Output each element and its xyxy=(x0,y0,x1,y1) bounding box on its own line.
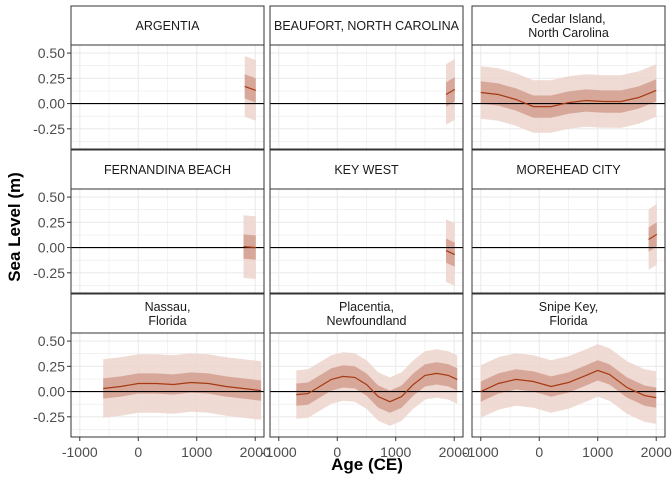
y-tick-label: -0.25 xyxy=(33,409,65,425)
mean-sea-level-line xyxy=(244,85,257,91)
facet-panel: BEAUFORT, NORTH CAROLINA xyxy=(269,5,464,150)
facet-strip xyxy=(70,5,265,46)
inner-uncertainty-band xyxy=(103,372,262,401)
facet-panel: ARGENTIA xyxy=(70,5,265,150)
panel-border xyxy=(269,188,464,294)
y-tick-label: -0.25 xyxy=(33,265,65,281)
facet-title: Snipe Key, xyxy=(539,300,599,314)
facet-strip xyxy=(269,293,464,334)
panel-border xyxy=(70,188,265,294)
y-axis: -0.25 0.00 0.25 0.50 -0.25 0.00 0.25 0.50 -0.25 0… xyxy=(33,45,71,425)
y-tick-label: 0.25 xyxy=(38,70,65,86)
x-tick-label: 1000 xyxy=(380,444,411,460)
facet-panel: Snipe Key,Florida xyxy=(471,293,666,438)
panel-data xyxy=(71,56,264,121)
x-axis-title: Age (CE) xyxy=(331,455,403,474)
panel-data xyxy=(472,344,665,424)
y-axis-title: Sea Level (m) xyxy=(5,172,24,282)
facet-title: MOREHEAD CITY xyxy=(516,163,621,177)
panel-border xyxy=(471,188,666,294)
facet-strip xyxy=(471,149,666,190)
mean-sea-level-line xyxy=(445,250,456,256)
inner-uncertainty-band xyxy=(480,360,657,408)
y-tick-label: 0.50 xyxy=(38,45,65,61)
facet-panel: Nassau,Florida xyxy=(70,293,265,438)
x-axis: -1000 0 1000 2000-1000 0 1000 2000-1000 0 1000 20… xyxy=(62,437,672,460)
y-tick-label: 0.00 xyxy=(38,240,65,256)
panels-layer: ARGENTIA BEAUFORT, NORTH CAROLINA Cedar Is… xyxy=(70,5,666,438)
panel-border xyxy=(70,44,265,150)
mean-sea-level-line xyxy=(445,88,456,96)
panel-border xyxy=(269,332,464,438)
y-tick-label: 0.00 xyxy=(38,384,65,400)
facet-panel: Placentia,Newfoundland xyxy=(269,293,464,438)
facet-title: Florida xyxy=(148,314,186,328)
mean-sea-level-line xyxy=(296,372,458,403)
mean-sea-level-line xyxy=(480,369,657,399)
facet-title: Cedar Island, xyxy=(531,12,605,26)
facet-panel: Cedar Island,North Carolina xyxy=(471,5,666,150)
x-tick-label: 2000 xyxy=(439,444,470,460)
x-tick-label: 2000 xyxy=(240,444,271,460)
y-tick-label: 0.00 xyxy=(38,96,65,112)
x-tick-label: 0 xyxy=(535,444,543,460)
x-tick-label: -1000 xyxy=(261,444,297,460)
mean-sea-level-line xyxy=(103,381,262,392)
panel-data xyxy=(472,204,665,270)
mean-sea-level-line xyxy=(648,233,658,241)
x-tick-label: -1000 xyxy=(463,444,499,460)
panel-border xyxy=(269,44,464,150)
facet-panel: FERNANDINA BEACH xyxy=(70,149,265,294)
panel-data xyxy=(71,353,264,420)
panel-border xyxy=(70,332,265,438)
facet-title: Nassau, xyxy=(145,300,191,314)
x-tick-label: 1000 xyxy=(582,444,613,460)
facet-title: Newfoundland xyxy=(327,314,407,328)
x-tick-label: 1000 xyxy=(181,444,212,460)
facet-strip xyxy=(471,5,666,46)
x-tick-label: 2000 xyxy=(641,444,672,460)
facet-panel: MOREHEAD CITY xyxy=(471,149,666,294)
y-tick-label: 0.50 xyxy=(38,333,65,349)
facet-panel: KEY WEST xyxy=(269,149,464,294)
y-tick-label: -0.25 xyxy=(33,121,65,137)
facet-strip xyxy=(269,5,464,46)
y-tick-label: 0.50 xyxy=(38,189,65,205)
panel-border xyxy=(471,44,666,150)
facet-title: ARGENTIA xyxy=(136,19,201,33)
x-tick-label: 0 xyxy=(333,444,341,460)
panel-grid xyxy=(71,189,264,293)
facet-strip xyxy=(70,293,265,334)
panel-data xyxy=(270,59,463,125)
facet-title: KEY WEST xyxy=(334,163,399,177)
panel-data xyxy=(270,219,463,286)
facet-title: Placentia, xyxy=(339,300,394,314)
y-tick-label: 0.25 xyxy=(38,214,65,230)
inner-uncertainty-band xyxy=(480,79,657,118)
facet-title: North Carolina xyxy=(528,26,609,40)
facet-title: Florida xyxy=(549,314,587,328)
facet-strip xyxy=(269,149,464,190)
y-tick-label: 0.25 xyxy=(38,358,65,374)
x-tick-label: -1000 xyxy=(62,444,98,460)
panel-border xyxy=(471,332,666,438)
panel-data xyxy=(472,64,665,133)
facet-title: BEAUFORT, NORTH CAROLINA xyxy=(274,19,460,33)
panel-data xyxy=(270,349,463,426)
mean-sea-level-line xyxy=(480,89,657,108)
facet-strip xyxy=(70,149,265,190)
facet-title: FERNANDINA BEACH xyxy=(104,163,231,177)
mean-sea-level-line xyxy=(243,246,256,249)
panel-data xyxy=(71,215,264,279)
x-tick-label: 0 xyxy=(134,444,142,460)
inner-uncertainty-band xyxy=(296,362,458,413)
